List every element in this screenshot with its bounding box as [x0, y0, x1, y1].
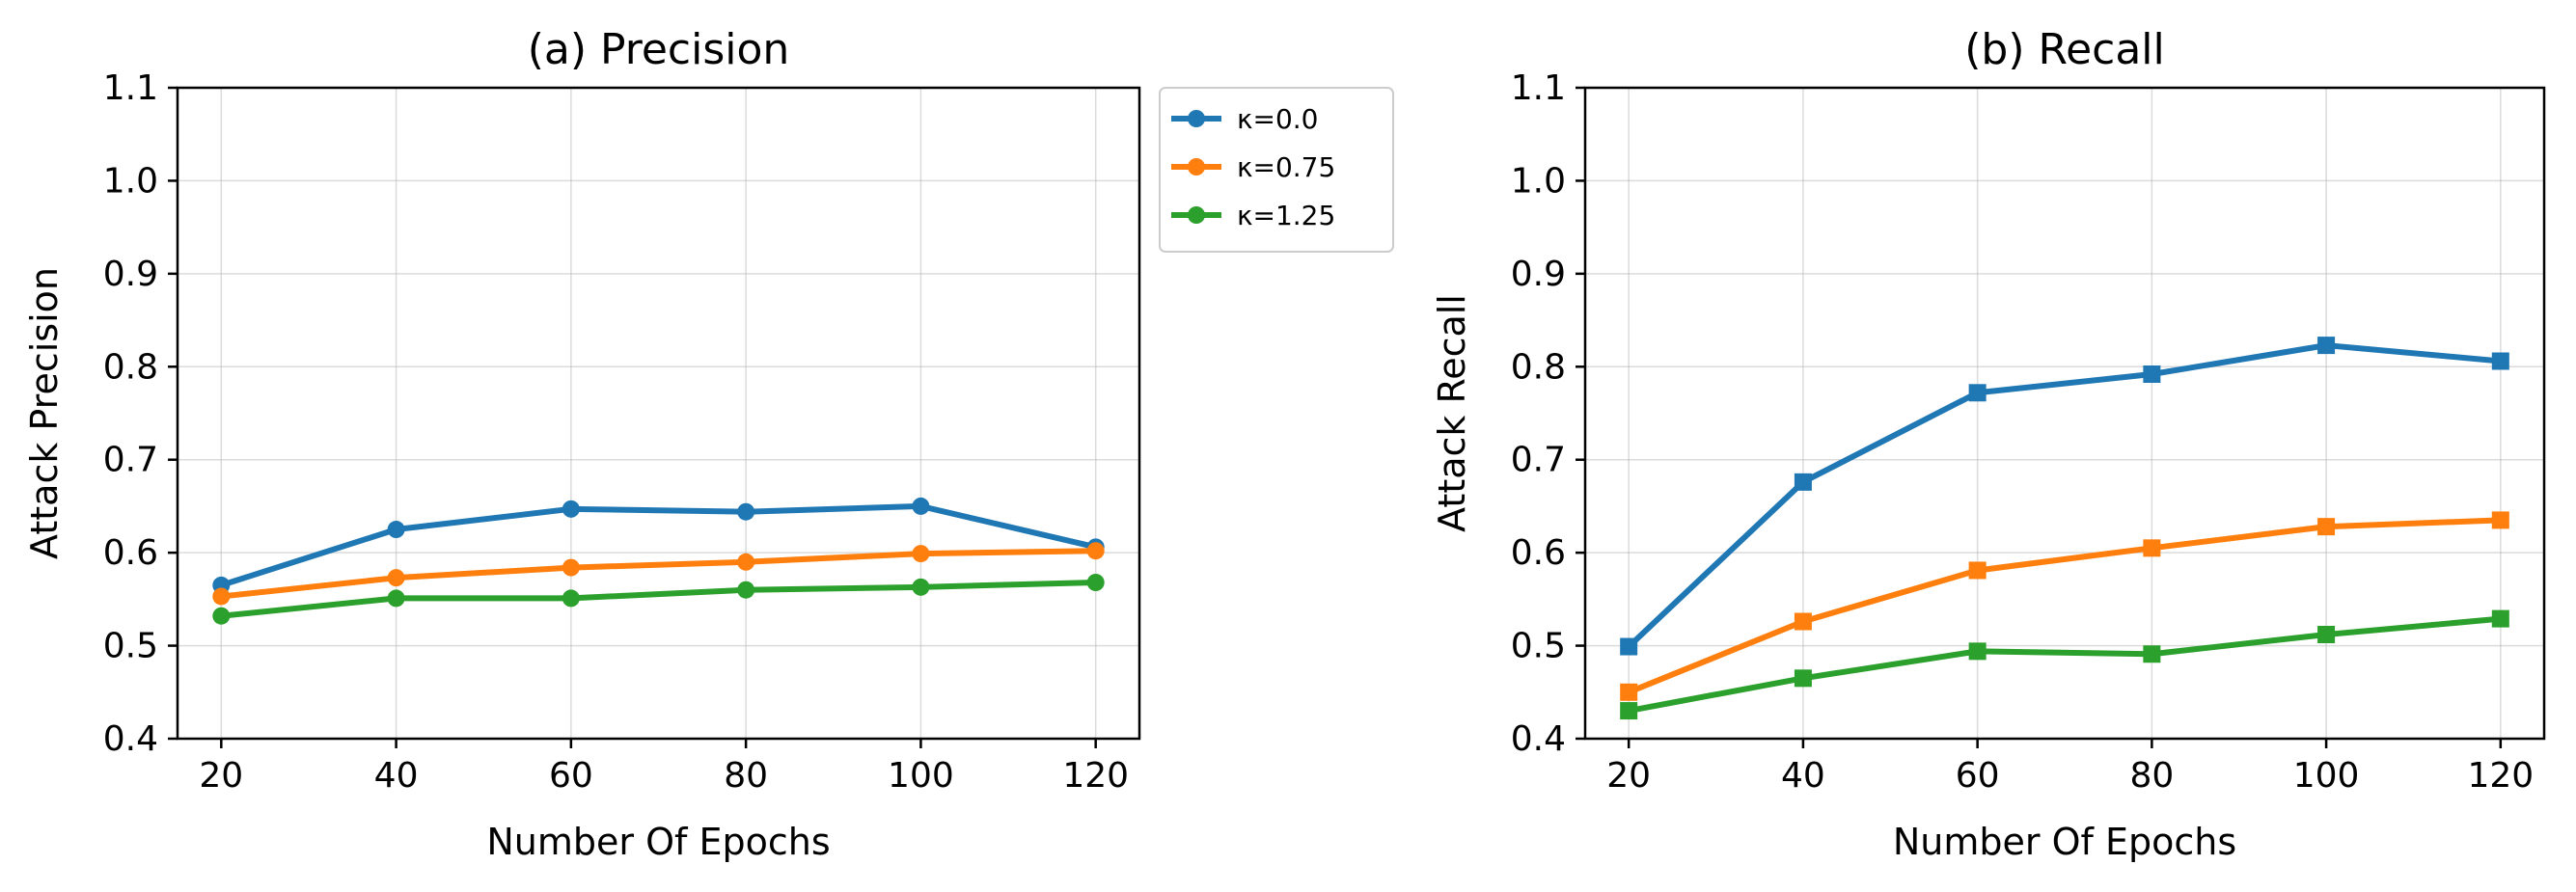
recall-series-0-line — [1627, 342, 2502, 649]
precision-y-tick-label: 0.8 — [103, 347, 158, 387]
precision-y-tick-label: 0.4 — [103, 719, 158, 759]
recall-data-point — [2143, 539, 2161, 557]
recall-series-2-line — [1628, 615, 2502, 715]
precision-y-tick-label: 0.9 — [103, 255, 158, 294]
precision-y-tick-label: 0.7 — [103, 441, 158, 480]
precision-x-tick-label: 80 — [724, 756, 768, 796]
precision-grid — [178, 87, 1139, 740]
precision-data-point — [387, 521, 405, 539]
recall-data-point — [2317, 518, 2336, 536]
recall-data-point — [2491, 511, 2509, 529]
recall-series — [1620, 337, 2509, 720]
precision-data-point — [562, 589, 580, 608]
precision-ticks: 20 40 60 80 100 120 0.4 0.5 0.6 0.7 0.8 0.9 1.0 1.1 — [103, 68, 1129, 796]
precision-y-tick-label: 1.0 — [103, 161, 158, 201]
recall-data-point — [2143, 365, 2161, 383]
legend-label: κ=0.0 — [1237, 103, 1319, 135]
precision-data-point — [1086, 542, 1105, 560]
recall-data-point — [2317, 337, 2336, 355]
legend-swatch-marker — [1188, 158, 1205, 176]
recall-data-point — [2491, 609, 2509, 628]
precision-data-point — [1086, 574, 1105, 591]
recall-data-point — [2317, 626, 2336, 643]
recall-x-tick-label: 20 — [1606, 756, 1651, 796]
legend-box — [1159, 87, 1394, 253]
recall-y-tick-label: 1.1 — [1511, 68, 1566, 108]
recall-x-axis-label: Number Of Epochs — [1893, 821, 2236, 863]
legend-label: κ=1.25 — [1237, 200, 1335, 231]
recall-y-tick-label: 0.6 — [1511, 533, 1566, 573]
recall-series-1-line — [1628, 517, 2501, 695]
precision-data-point — [562, 500, 580, 518]
recall-data-point — [1968, 561, 1987, 580]
precision-panel: 20 40 60 80 100 120 0.4 0.5 0.6 0.7 0.8 0.9 1.0 1.1 (… — [23, 25, 1141, 863]
recall-grid — [1585, 87, 2544, 740]
precision-x-tick-label: 100 — [888, 756, 954, 796]
precision-x-tick-label: 40 — [374, 756, 419, 796]
recall-title: (b) Recall — [1964, 25, 2165, 74]
precision-x-tick-label: 60 — [549, 756, 593, 796]
recall-data-point — [1794, 669, 1812, 688]
recall-y-axis-label: Attack Recall — [1431, 294, 1473, 532]
precision-data-point — [562, 558, 580, 577]
recall-data-point — [1620, 683, 1638, 701]
precision-title: (a) Precision — [528, 25, 790, 74]
precision-data-point — [912, 497, 930, 515]
recall-y-tick-label: 0.8 — [1511, 347, 1566, 387]
precision-y-axis-label: Attack Precision — [23, 267, 66, 559]
precision-y-tick-label: 0.5 — [103, 627, 158, 666]
recall-x-tick-label: 40 — [1781, 756, 1825, 796]
precision-series-0-line — [220, 502, 1097, 588]
recall-y-tick-label: 0.7 — [1511, 441, 1566, 480]
precision-data-point — [737, 581, 755, 599]
recall-data-point — [1620, 637, 1638, 656]
legend: κ=0.0 κ=0.75 κ=1.25 — [1159, 87, 1394, 253]
precision-data-point — [387, 569, 405, 587]
recall-data-point — [1794, 612, 1812, 631]
recall-data-point — [1968, 384, 1987, 402]
precision-y-tick-label: 1.1 — [103, 68, 158, 108]
precision-data-point — [912, 545, 930, 563]
recall-panel: 20 40 60 80 100 120 0.4 0.5 0.6 0.7 0.8 0.9 1.0 1.1 (… — [1431, 25, 2546, 863]
precision-data-point — [212, 607, 231, 625]
precision-data-point — [737, 502, 755, 521]
precision-series — [212, 497, 1105, 625]
recall-x-tick-label: 80 — [2129, 756, 2174, 796]
recall-y-tick-label: 1.0 — [1511, 161, 1566, 201]
recall-plot-frame — [1583, 86, 2546, 741]
legend-items: κ=0.0 κ=0.75 κ=1.25 — [1171, 103, 1335, 231]
precision-x-tick-label: 20 — [199, 756, 243, 796]
precision-series-2-line — [221, 580, 1096, 619]
recall-x-tick-label: 60 — [1956, 756, 2000, 796]
precision-plot-frame — [176, 86, 1141, 741]
recall-x-tick-label: 100 — [2293, 756, 2360, 796]
recall-data-point — [1794, 473, 1812, 491]
precision-x-axis-label: Number Of Epochs — [486, 821, 830, 863]
recall-y-tick-label: 0.5 — [1511, 627, 1566, 666]
precision-x-tick-label: 120 — [1062, 756, 1129, 796]
precision-data-point — [212, 587, 231, 606]
recall-y-tick-label: 0.4 — [1511, 719, 1566, 759]
legend-label: κ=0.75 — [1237, 151, 1335, 183]
legend-swatch-marker — [1188, 206, 1205, 224]
legend-swatch-marker — [1188, 110, 1205, 127]
recall-data-point — [2491, 352, 2509, 370]
recall-y-tick-label: 0.9 — [1511, 255, 1566, 294]
precision-data-point — [387, 589, 405, 608]
precision-series-1-line — [221, 548, 1096, 600]
recall-data-point — [1620, 702, 1638, 720]
precision-data-point — [912, 578, 930, 596]
recall-x-tick-label: 120 — [2467, 756, 2534, 796]
recall-data-point — [2143, 645, 2161, 663]
recall-ticks: 20 40 60 80 100 120 0.4 0.5 0.6 0.7 0.8 0.9 1.0 1.1 — [1511, 68, 2534, 796]
precision-data-point — [737, 553, 755, 571]
recall-data-point — [1968, 642, 1987, 661]
precision-y-tick-label: 0.6 — [103, 533, 158, 573]
